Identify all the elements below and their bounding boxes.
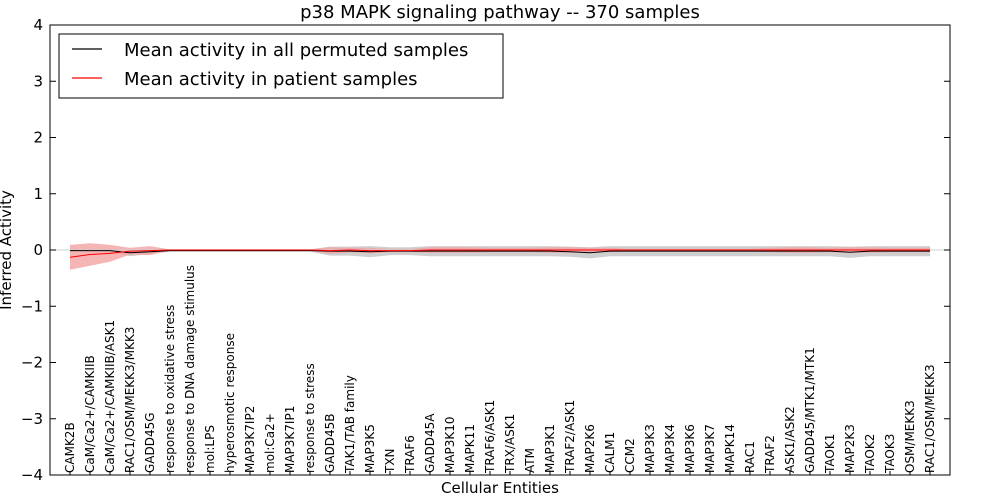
x-tick-label: TAOK3 [883, 434, 897, 474]
x-tick-label: TAOK1 [823, 434, 837, 474]
y-tick-label: 1 [33, 185, 43, 203]
x-tick-label: GADD45G [143, 412, 157, 473]
y-tick-label: 3 [33, 72, 43, 90]
x-tick-label: MAPK14 [723, 424, 737, 473]
legend-label-patient: Mean activity in patient samples [124, 69, 418, 90]
patient-mean-line [69, 249, 930, 258]
legend: Mean activity in all permuted samples Me… [58, 33, 504, 99]
permuted-mean-line [70, 250, 930, 254]
x-tick-label: MAP3K4 [663, 424, 677, 473]
x-tick-label: MAP3K10 [443, 416, 457, 473]
x-axis: CAMK2B CaM/Ca2+/CAMKIIB CaM/Ca2+/CAMKIIB/A… [63, 265, 937, 475]
x-tick-label: mol:Ca2+ [263, 413, 277, 473]
y-tick-label: −3 [21, 410, 43, 428]
x-tick-label: ATM [523, 448, 537, 473]
legend-box [58, 33, 504, 99]
x-tick-label: MAP2K3 [843, 424, 857, 473]
x-axis-label: Cellular Entities [441, 479, 559, 497]
series-lines [69, 249, 930, 258]
x-tick-label: TAK1/TAB family [343, 375, 357, 474]
y-tick-label: 4 [33, 16, 43, 34]
x-tick-label: TRAF6 [403, 435, 417, 474]
x-tick-label: MAP3K7IP1 [283, 406, 297, 473]
x-tick-label: ASK1/ASK2 [783, 406, 797, 473]
x-tick-label: MAP3K7 [703, 424, 717, 473]
x-tick-label: TXN [383, 448, 397, 474]
x-tick-label: MAP2K6 [583, 424, 597, 473]
y-axis-label: Inferred Activity [0, 190, 15, 310]
x-tick-label: TRAF6/ASK1 [483, 400, 497, 474]
y-tick-label: −2 [21, 354, 43, 372]
x-tick-label: CAMK2B [63, 422, 77, 473]
confidence-bands [70, 243, 930, 270]
x-tick-label: MAP3K7IP2 [243, 406, 257, 473]
y-tick-label: 0 [33, 241, 43, 259]
y-tick-label: 2 [33, 129, 43, 147]
x-tick-label: TRAF2 [763, 435, 777, 474]
x-tick-label: CaM/Ca2+/CAMKIIB/ASK1 [103, 320, 117, 473]
x-tick-label: response to stress [303, 363, 317, 473]
x-tick-label: MAP3K5 [363, 424, 377, 473]
x-tick-label: response to oxidative stress [163, 305, 177, 473]
x-tick-label: MAP3K3 [643, 424, 657, 473]
x-tick-label: CCM2 [623, 438, 637, 473]
x-tick-label: RAC1/OSM/MEKK3 [923, 364, 937, 473]
x-tick-label: MAPK11 [463, 424, 477, 473]
x-tick-label: TAOK2 [863, 434, 877, 474]
chart-title: p38 MAPK signaling pathway -- 370 sample… [300, 2, 700, 23]
x-tick-label: TRX/ASK1 [503, 414, 517, 474]
x-tick-label: CALM1 [603, 432, 617, 473]
x-tick-label: MAP3K1 [543, 424, 557, 473]
x-tick-label: mol:LPS [203, 425, 217, 473]
y-tick-label: −1 [21, 297, 43, 315]
x-tick-label: CaM/Ca2+/CAMKIIB [83, 355, 97, 473]
x-tick-label: MAP3K6 [683, 424, 697, 473]
y-tick-label: −4 [21, 466, 43, 484]
x-tick-label: OSM/MEKK3 [903, 400, 917, 473]
x-tick-label: response to DNA damage stimulus [183, 265, 197, 473]
x-tick-label: GADD45A [423, 413, 437, 473]
x-tick-label: hyperosmotic response [223, 333, 237, 473]
x-tick-label: GADD45/MTK1/MTK1 [803, 347, 817, 473]
y-axis: 4 3 2 1 0 −1 −2 −3 −4 [21, 16, 950, 484]
legend-label-permuted: Mean activity in all permuted samples [124, 40, 468, 61]
x-tick-label: RAC1 [743, 441, 757, 473]
x-tick-label: RAC1/OSM/MEKK3/MKK3 [123, 327, 137, 473]
x-tick-label: GADD45B [323, 414, 337, 474]
x-tick-label: TRAF2/ASK1 [563, 400, 577, 474]
